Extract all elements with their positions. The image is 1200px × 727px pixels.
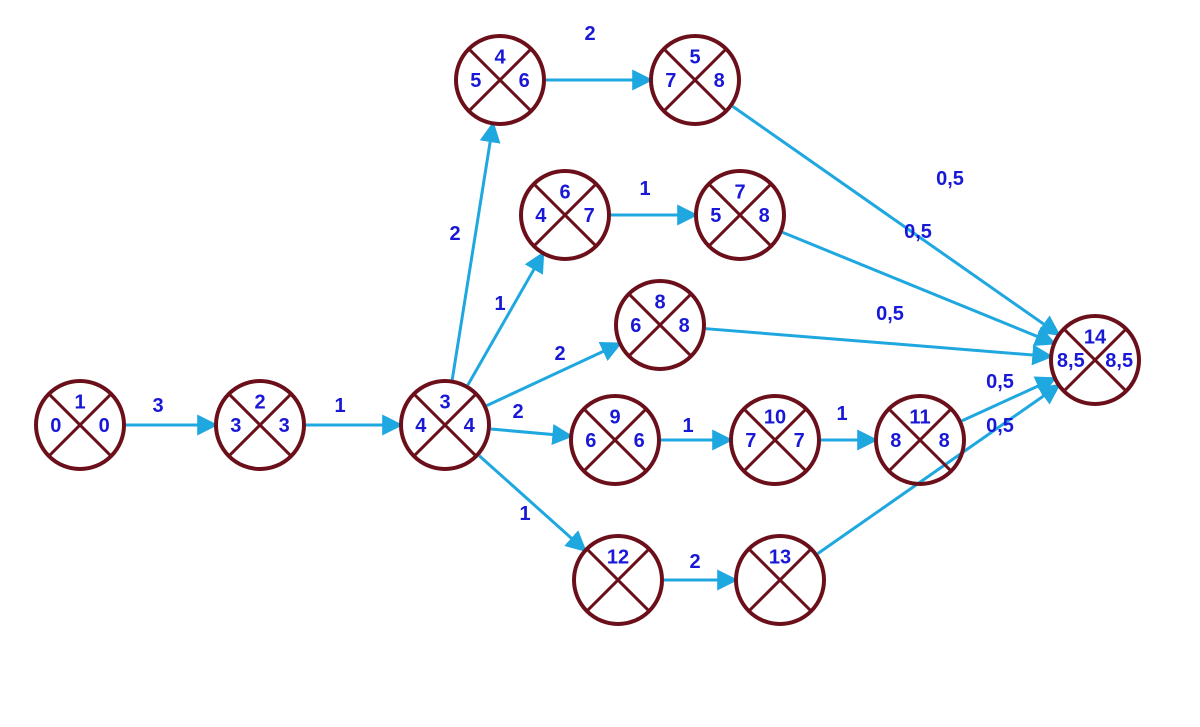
node-top-label: 14 [1084, 326, 1107, 348]
edge-label: 0,5 [986, 371, 1014, 393]
node-top-label: 13 [769, 546, 791, 568]
node-right-label: 8,5 [1105, 350, 1133, 372]
node-right-label: 8 [759, 205, 770, 227]
edge: 0,5 [706, 303, 1049, 356]
node-right-label: 4 [464, 415, 476, 437]
node: 75 8 [696, 171, 784, 259]
network-diagram: 3121221211120,50,50,50,50,51002333444565… [0, 0, 1200, 727]
edge-label: 1 [519, 503, 530, 525]
node-top-label: 2 [254, 391, 265, 413]
node-right-label: 8 [714, 70, 725, 92]
edge: 2 [449, 125, 492, 379]
node-left-label: 4 [415, 415, 427, 437]
edge: 2 [487, 343, 619, 406]
edge: 1 [661, 415, 729, 440]
node: 148,5 8,5 [1051, 316, 1139, 404]
edge-label: 2 [689, 551, 700, 573]
edge: 2 [664, 551, 734, 580]
edge-label: 2 [449, 223, 460, 245]
node: 23 3 [216, 381, 304, 469]
node-top-label: 1 [74, 391, 85, 413]
node-top-label: 4 [494, 46, 506, 68]
edge: 0,5 [962, 371, 1053, 421]
node: 12 [574, 536, 662, 624]
node-left-label: 3 [230, 415, 241, 437]
edge-label: 1 [334, 395, 345, 417]
node: 13 [736, 536, 824, 624]
edge: 1 [479, 456, 583, 550]
edge-label: 1 [494, 293, 505, 315]
node: 57 8 [651, 36, 739, 124]
node: 64 7 [521, 171, 609, 259]
node-left-label: 5 [710, 205, 721, 227]
edge-label: 0,5 [904, 221, 932, 243]
node-top-label: 12 [607, 546, 629, 568]
edge: 1 [821, 403, 874, 440]
node: 11 8 8 [876, 396, 964, 484]
node-right-label: 7 [794, 430, 805, 452]
node: 45 6 [456, 36, 544, 124]
edge: 1 [468, 255, 542, 385]
node-top-label: 3 [439, 391, 450, 413]
node-right-label: 7 [584, 205, 595, 227]
edges-layer: 3121221211120,50,50,50,50,5 [126, 23, 1057, 580]
node-right-label: 6 [519, 70, 530, 92]
node: 10 0 [36, 381, 124, 469]
edge: 3 [126, 395, 214, 425]
edge-label: 2 [584, 23, 595, 45]
node: 34 4 [401, 381, 489, 469]
edge-label: 1 [836, 403, 847, 425]
node-right-label: 8 [939, 430, 950, 452]
node-right-label: 8 [679, 315, 690, 337]
edge: 1 [611, 178, 694, 215]
edge: 2 [546, 23, 649, 80]
edge: 0,5 [733, 106, 1058, 333]
edge-label: 1 [682, 415, 693, 437]
node-left-label: 6 [585, 430, 596, 452]
edge-label: 0,5 [986, 415, 1014, 437]
node: 96 6 [571, 396, 659, 484]
node-right-label: 0 [99, 415, 110, 437]
edge: 1 [306, 395, 399, 425]
node-left-label: 4 [535, 205, 547, 227]
node-left-label: 7 [665, 70, 676, 92]
node-top-label: 8 [654, 291, 665, 313]
node: 10 7 7 [731, 396, 819, 484]
edge-label: 0,5 [876, 303, 904, 325]
edge: 0,5 [818, 386, 1058, 553]
edge: 2 [491, 401, 569, 436]
nodes-layer: 1002333444565786477588689661077118812131… [36, 36, 1139, 624]
node: 868 [616, 281, 704, 369]
edge-label: 3 [152, 395, 163, 417]
node-right-label: 6 [634, 430, 645, 452]
node-left-label: 7 [745, 430, 756, 452]
node-top-label: 10 [764, 406, 786, 428]
edge-label: 0,5 [936, 168, 964, 190]
edge-label: 1 [639, 178, 650, 200]
edge: 0,5 [783, 221, 1053, 343]
node-left-label: 6 [630, 315, 641, 337]
node-top-label: 9 [609, 406, 620, 428]
node-top-label: 5 [689, 46, 700, 68]
node-left-label: 0 [50, 415, 61, 437]
edge-label: 2 [512, 401, 523, 423]
node-top-label: 6 [559, 181, 570, 203]
node-left-label: 8,5 [1057, 350, 1085, 372]
edge-label: 2 [554, 343, 565, 365]
node-left-label: 5 [470, 70, 481, 92]
node-top-label: 7 [734, 181, 745, 203]
node-left-label: 8 [890, 430, 901, 452]
node-top-label: 11 [909, 406, 930, 428]
node-right-label: 3 [279, 415, 290, 437]
